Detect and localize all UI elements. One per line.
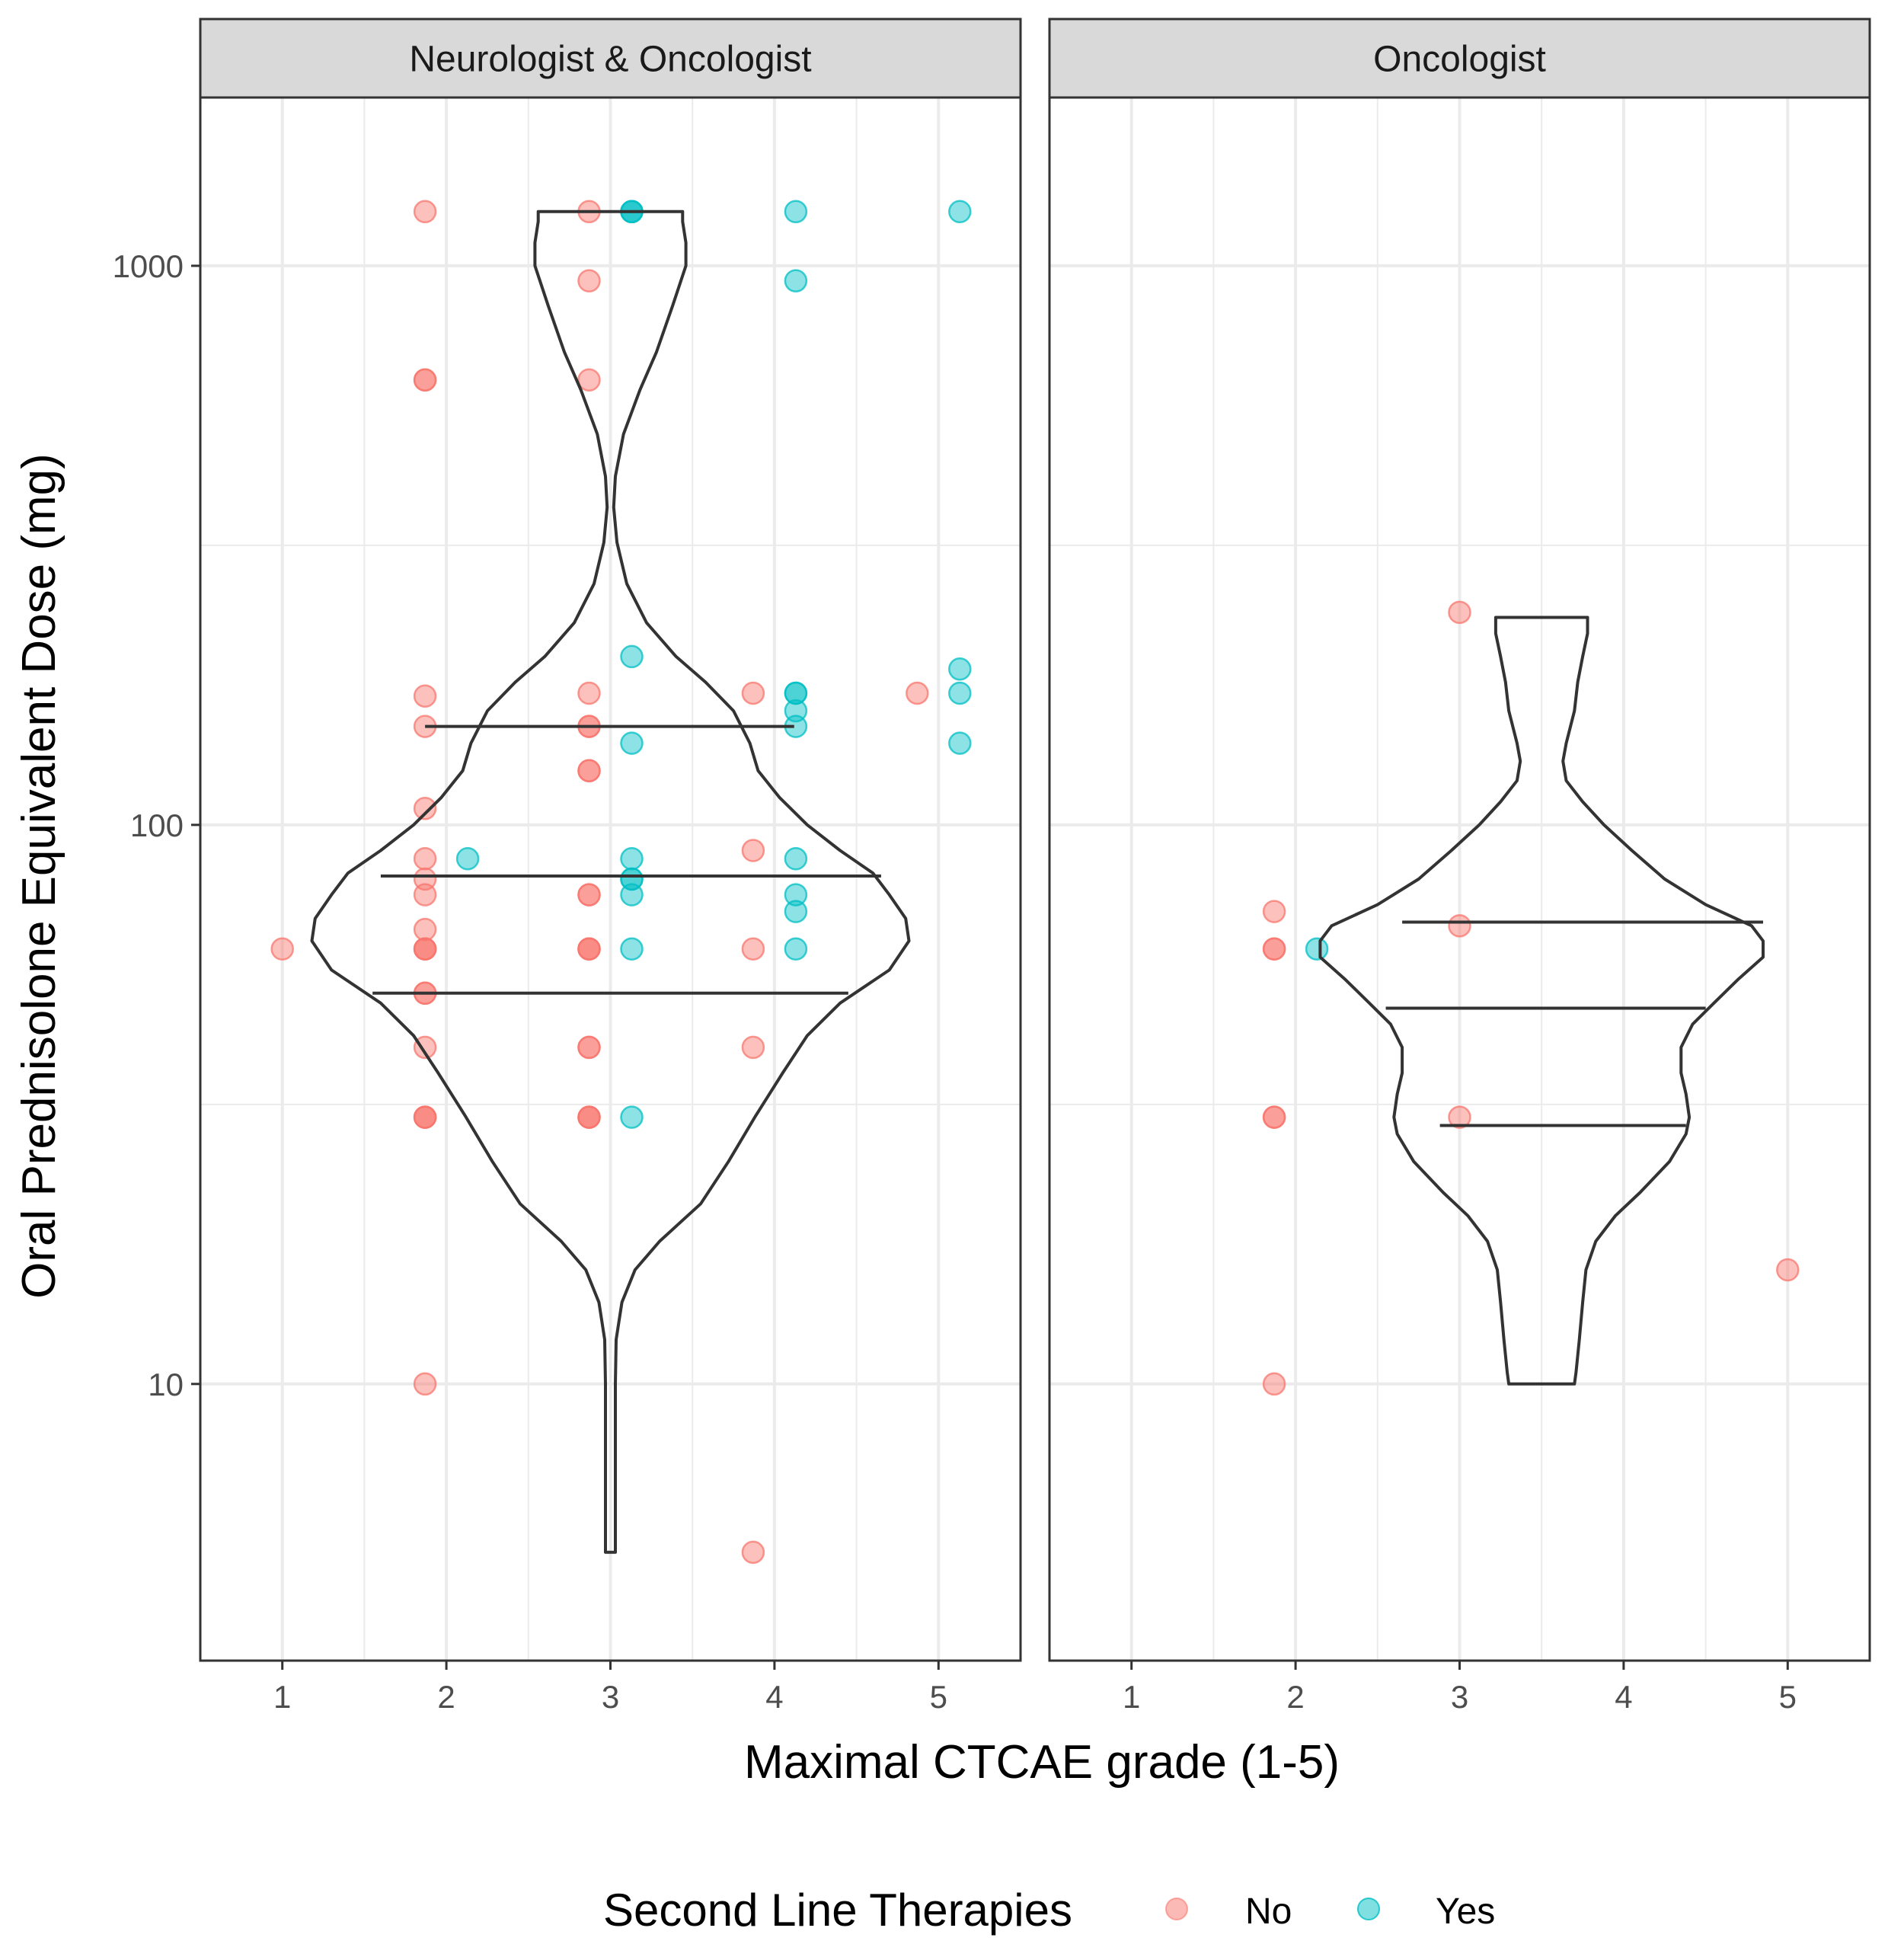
data-point-yes — [948, 657, 972, 681]
legend-key-no — [1165, 1898, 1188, 1920]
data-point-yes — [784, 937, 808, 961]
data-point-no — [1262, 937, 1286, 961]
data-point-no — [1448, 600, 1471, 625]
data-point-no — [413, 937, 437, 961]
data-point-no — [577, 1035, 601, 1060]
data-point-no — [577, 1105, 601, 1129]
y-tick-label-100: 100 — [130, 807, 184, 843]
data-point-no — [577, 883, 601, 906]
x-tick-label-1: 1 — [1123, 1679, 1140, 1715]
data-point-no — [413, 847, 437, 871]
facet-title-oncologist: Oncologist — [1373, 40, 1546, 80]
data-point-no — [741, 1035, 765, 1060]
data-point-no — [1448, 914, 1471, 938]
y-axis-title: Oral Prednisolone Equivalent Dose (mg) — [13, 453, 65, 1299]
data-point-no — [413, 917, 437, 942]
data-point-no — [413, 200, 437, 224]
facet-panel-oncologist: Oncologist 1 2 3 4 5 — [1048, 18, 1871, 1715]
legend: Second Line Therapies No Yes — [603, 1885, 1495, 1936]
data-point-yes — [784, 681, 808, 705]
data-point-yes — [620, 1105, 644, 1129]
data-point-no — [270, 937, 294, 961]
violin-outline — [310, 209, 911, 1554]
data-point-yes — [784, 847, 808, 871]
x-tick-label-3: 3 — [1451, 1679, 1468, 1715]
data-point-no — [741, 937, 765, 961]
legend-key-yes — [1357, 1898, 1380, 1920]
data-point-no — [413, 797, 437, 820]
data-point-no — [1262, 900, 1286, 923]
y-tick-label-1000: 1000 — [113, 248, 184, 284]
facet-strip — [1048, 18, 1871, 99]
data-point-yes — [784, 200, 808, 224]
legend-title: Second Line Therapies — [603, 1885, 1072, 1936]
x-tick-label-2: 2 — [1286, 1679, 1304, 1715]
facet-panel-neurologist-oncologist: Neurologist & Oncologist 1 2 3 4 5 — [199, 18, 1022, 1715]
y-tick-label-10: 10 — [148, 1367, 184, 1402]
data-point-yes — [784, 699, 808, 723]
x-tick-label-2: 2 — [437, 1679, 455, 1715]
data-point-yes — [620, 847, 644, 871]
x-tick-label-5: 5 — [930, 1679, 947, 1715]
facet-title-neurologist-oncologist: Neurologist & Oncologist — [409, 40, 811, 80]
data-point-yes — [948, 200, 972, 224]
data-point-yes — [948, 681, 972, 705]
data-point-yes — [620, 731, 644, 755]
data-point-no — [1262, 1105, 1286, 1129]
data-point-no — [413, 883, 437, 906]
data-point-yes — [620, 867, 644, 891]
x-tick-label-4: 4 — [765, 1679, 783, 1715]
x-tick-label-5: 5 — [1779, 1679, 1797, 1715]
y-axis-ticks: 10 100 1000 — [113, 248, 200, 1402]
data-point-no — [1262, 1372, 1286, 1396]
data-point-yes — [620, 937, 644, 961]
data-point-no — [741, 681, 765, 705]
data-point-no — [741, 839, 765, 862]
legend-label-yes: Yes — [1436, 1891, 1495, 1932]
data-point-yes — [948, 731, 972, 755]
data-point-yes — [784, 269, 808, 293]
data-point-no — [1448, 1105, 1471, 1129]
data-point-no — [413, 1035, 437, 1060]
data-point-yes — [784, 883, 808, 906]
x-tick-label-1: 1 — [273, 1679, 291, 1715]
data-point-yes — [1305, 937, 1329, 961]
data-point-no — [577, 937, 601, 961]
data-point-no — [577, 759, 601, 782]
data-point-no — [413, 368, 437, 392]
violin-outline — [1318, 615, 1765, 1386]
data-point-no — [577, 681, 601, 705]
x-axis-title: Maximal CTCAE grade (1-5) — [744, 1736, 1340, 1789]
data-point-yes — [620, 644, 644, 669]
data-point-yes — [784, 900, 808, 923]
legend-label-no: No — [1245, 1891, 1292, 1932]
data-point-no — [413, 867, 437, 891]
data-point-no — [413, 1105, 437, 1129]
data-point-no — [413, 684, 437, 708]
data-point-yes — [455, 847, 480, 871]
data-point-no — [413, 1372, 437, 1396]
data-point-no — [577, 368, 601, 392]
facet-strip — [199, 18, 1022, 99]
data-point-no — [1776, 1258, 1800, 1282]
data-point-no — [741, 1540, 765, 1564]
data-point-no — [577, 269, 601, 293]
x-tick-label-3: 3 — [602, 1679, 619, 1715]
x-tick-label-4: 4 — [1615, 1679, 1632, 1715]
data-point-no — [906, 681, 929, 705]
data-point-yes — [620, 883, 644, 906]
